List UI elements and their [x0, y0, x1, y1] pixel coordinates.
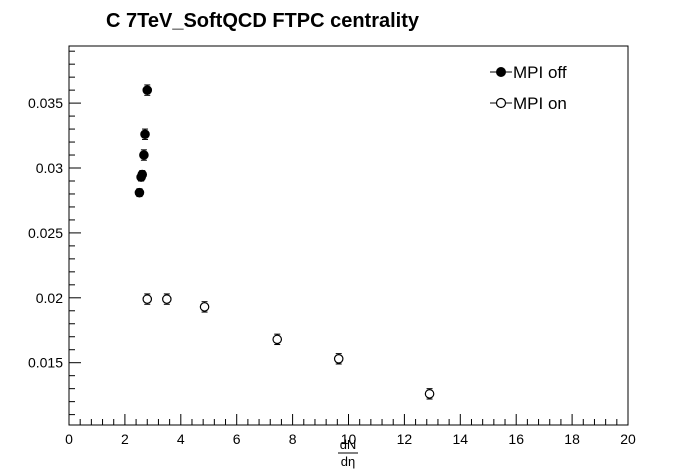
y-tick-label: 0.015	[28, 355, 63, 371]
data-point	[272, 334, 283, 345]
x-tick-label: 10	[341, 431, 357, 447]
x-tick-label: 20	[620, 431, 636, 447]
data-point	[134, 187, 145, 198]
x-tick-label: 2	[121, 431, 129, 447]
legend-marker-mpi-off	[496, 67, 506, 77]
data-point	[142, 294, 153, 304]
x-tick-label: 14	[453, 431, 469, 447]
x-axis: 0 2 4 6 8 10 12 14 16 18 20	[65, 414, 636, 447]
x-axis-label-numerator: dN	[340, 437, 357, 452]
y-tick-label: 0.02	[36, 290, 63, 306]
y-tick-label: 0.035	[28, 95, 63, 111]
data-point	[137, 169, 148, 180]
x-tick-label: 6	[233, 431, 241, 447]
series-0	[134, 84, 153, 198]
chart-title: C 7TeV_SoftQCD FTPC centrality	[106, 10, 420, 32]
x-axis-label: dN dη	[338, 437, 358, 469]
x-tick-label: 8	[289, 431, 297, 447]
legend-label-mpi-on: MPI on	[513, 94, 567, 113]
data-point	[162, 294, 172, 304]
data-point	[424, 389, 435, 399]
data-point	[142, 85, 153, 95]
y-axis: 0.015 0.02 0.025 0.03 0.035	[28, 50, 81, 416]
legend-marker-mpi-on	[495, 97, 507, 109]
data-point	[140, 129, 150, 140]
y-tick-label: 0.03	[36, 160, 63, 176]
data-point	[199, 302, 210, 312]
series-1	[142, 293, 435, 400]
y-tick-label: 0.025	[28, 225, 63, 241]
x-tick-label: 16	[508, 431, 524, 447]
x-tick-label: 18	[564, 431, 580, 447]
legend-label-mpi-off: MPI off	[513, 63, 567, 82]
data-series	[134, 84, 435, 400]
x-axis-label-denominator: dη	[341, 454, 355, 469]
legend: MPI off MPI on	[490, 63, 567, 113]
data-point	[333, 354, 344, 364]
x-tick-label: 0	[65, 431, 73, 447]
x-tick-label: 4	[177, 431, 185, 447]
data-point	[139, 150, 149, 160]
x-tick-label: 12	[397, 431, 413, 447]
